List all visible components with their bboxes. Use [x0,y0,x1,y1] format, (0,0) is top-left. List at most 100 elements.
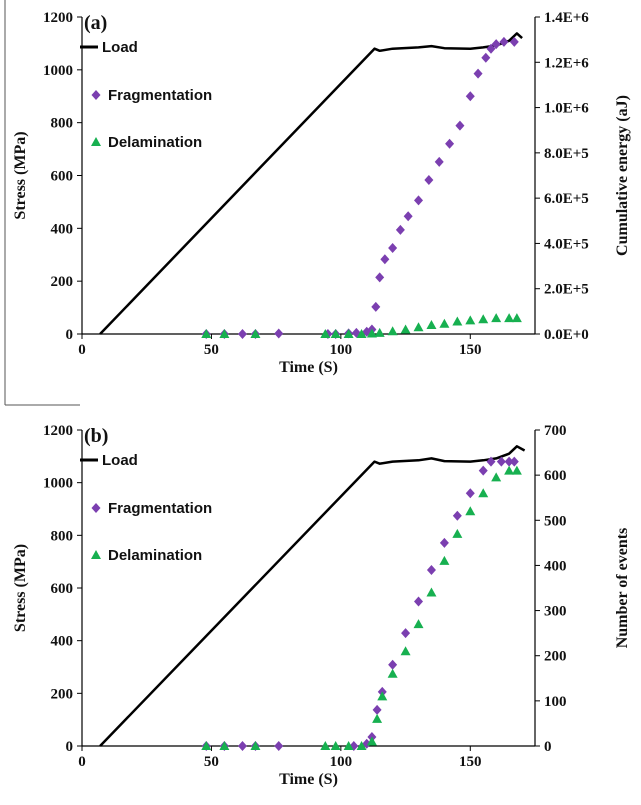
fragmentation-point [504,456,514,467]
fragmentation-point [371,301,381,312]
delamination-point [366,736,377,746]
fragmentation-point [496,456,506,467]
delamination-point [439,318,450,328]
delamination-point [465,315,476,325]
x-tick-label: 0 [78,342,86,358]
delamination-point [201,329,212,338]
x-tick-label: 50 [204,754,219,770]
y2-tick-label: 2.0E+5 [544,282,589,298]
delamination-point [478,488,489,498]
fragmentation-point [465,91,475,102]
fragmentation-point [434,156,444,167]
fragmentation-point [362,738,372,749]
y2-tick-label: 600 [544,468,567,484]
y-tick-label: 0 [66,327,74,343]
fragmentation-point [424,175,434,186]
fragmentation-point [274,741,284,751]
delamination-point [201,741,212,750]
y-tick-label: 1200 [43,423,73,439]
legend-fragmentation-label: Fragmentation [108,500,212,517]
delamination-point [387,668,398,678]
y-tick-label: 0 [66,739,74,755]
series-load-line [99,32,523,335]
legend-load-label: Load [102,39,138,56]
delamination-point [387,326,398,336]
x-tick-label: 100 [330,754,353,770]
fragmentation-point [388,659,398,670]
legend-delamination-label: Delamination [108,134,202,151]
fragmentation-point [439,537,449,548]
fragmentation-point [452,510,462,521]
delamination-point [366,328,377,338]
fragmentation-point [486,43,496,54]
delamination-point [426,319,437,329]
y2-tick-label: 8.0E+5 [544,146,589,162]
fragmentation-point [403,211,413,222]
delamination-point [413,619,424,629]
fragmentation-point [481,52,491,63]
y2-tick-label: 400 [544,558,567,574]
fragmentation-point [455,120,465,131]
y2-tick-label: 300 [544,604,567,620]
fragmentation-point [414,195,424,206]
delamination-point [478,314,489,324]
y-axis-label: Stress (MPa) [12,544,29,632]
x-axis-label: Time (S) [279,771,338,788]
delamination-point [452,528,463,538]
delamination-point [219,329,230,338]
legend-load-label: Load [102,452,138,469]
fragmentation-point [465,488,475,499]
delamination-point [250,329,261,338]
delamination-point [413,322,424,332]
x-tick-label: 0 [78,754,86,770]
delamination-point [320,741,331,750]
delamination-point [426,587,437,597]
delamination-point [250,741,261,750]
y-tick-label: 400 [51,634,74,650]
delamination-point [452,316,463,326]
fragmentation-point [445,138,455,149]
fragmentation-point [486,456,496,467]
delamination-point [330,329,341,338]
fragmentation-point [375,272,385,283]
delamination-point [374,327,385,337]
delamination-point [219,741,230,750]
delamination-point [491,472,502,482]
y2-axis-label: Cumulative energy (aJ) [614,95,631,256]
fragmentation-point [274,328,284,339]
y2-tick-label: 0 [544,739,552,755]
delamination-point [343,741,354,750]
fragmentation-point [414,596,424,607]
y2-tick-label: 4.0E+5 [544,236,589,252]
fragmentation-point [426,564,436,575]
y-tick-label: 800 [51,528,74,544]
delamination-point [330,741,341,750]
delamination-point [439,555,450,565]
y-axis-label: Stress (MPa) [12,131,29,219]
fragmentation-point [372,704,382,715]
fragmentation-point [499,36,509,47]
delamination-point [511,313,522,323]
y2-tick-label: 1.0E+6 [544,101,589,117]
fragmentation-point [237,741,247,751]
y2-tick-label: 1.4E+6 [544,10,589,26]
delamination-point [400,324,411,334]
delamination-point [320,329,331,338]
y-tick-label: 600 [51,581,74,597]
y-tick-label: 200 [51,686,74,702]
y2-tick-label: 700 [544,423,567,439]
delamination-point [356,329,367,338]
delamination-point [377,691,388,701]
y2-tick-label: 1.2E+6 [544,55,589,71]
fragmentation-point [478,465,488,476]
x-tick-label: 150 [459,754,482,770]
y-tick-label: 1000 [43,63,73,79]
y2-tick-label: 500 [544,513,567,529]
y2-tick-label: 6.0E+5 [544,191,589,207]
delamination-point [504,465,515,475]
y2-tick-label: 100 [544,694,567,710]
x-tick-label: 150 [459,342,482,358]
fragmentation-point [237,329,247,339]
delamination-point [511,465,522,475]
